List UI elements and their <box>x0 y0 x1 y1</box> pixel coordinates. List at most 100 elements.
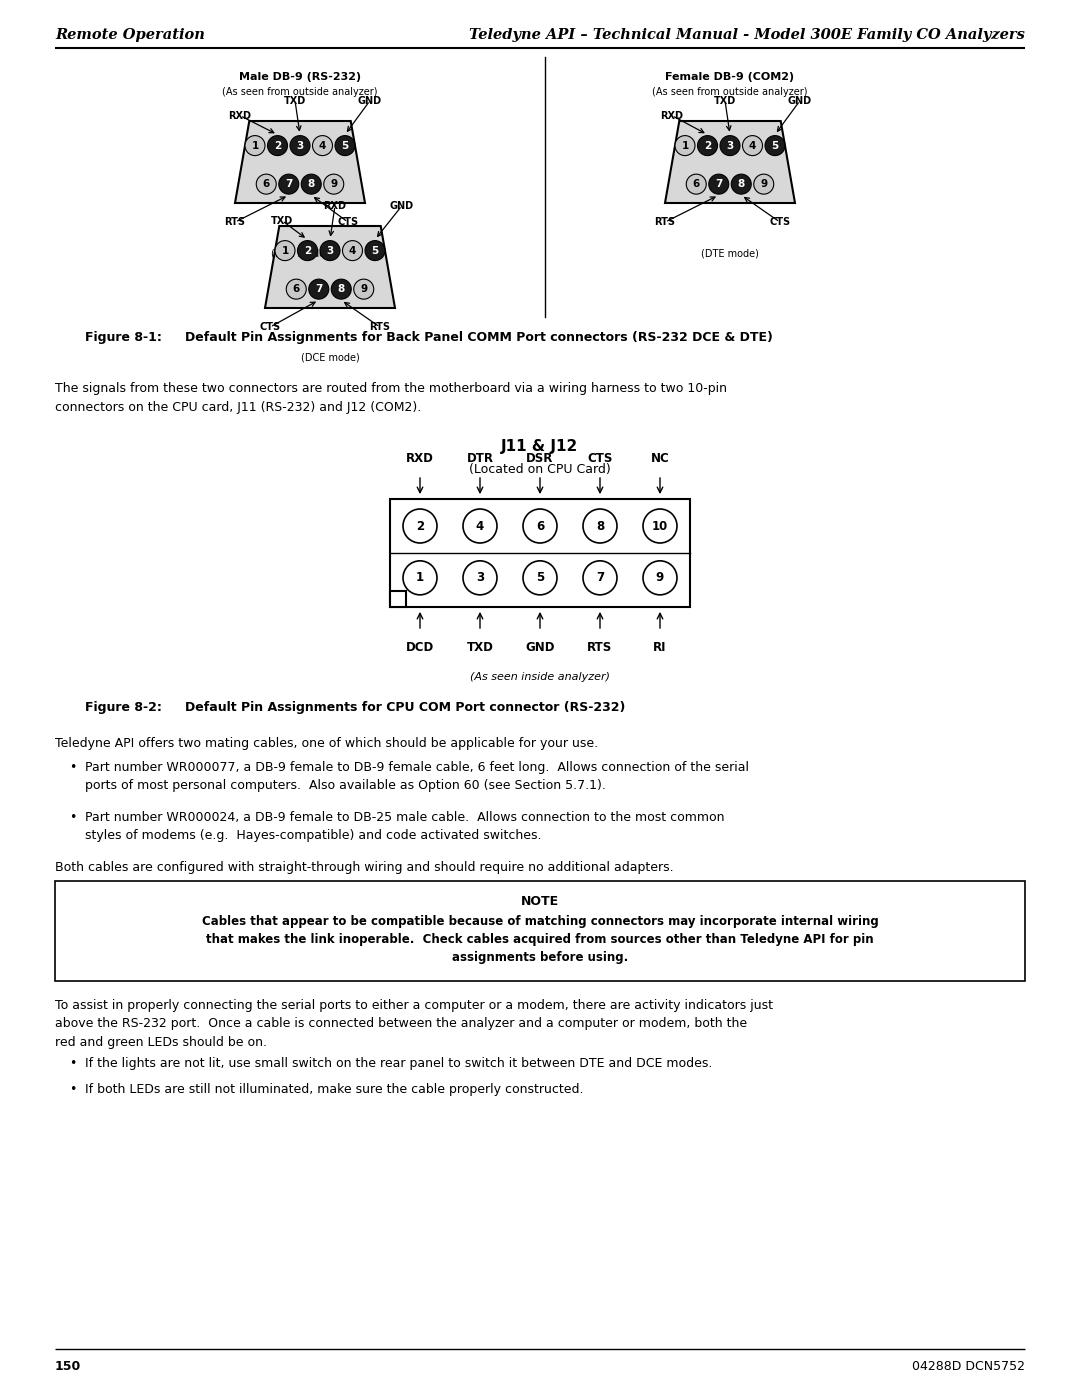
Text: 9: 9 <box>656 571 664 584</box>
Text: If the lights are not lit, use small switch on the rear panel to switch it betwe: If the lights are not lit, use small swi… <box>85 1058 713 1070</box>
Text: •: • <box>69 1058 77 1070</box>
Text: (DCE mode): (DCE mode) <box>300 353 360 363</box>
Circle shape <box>291 136 310 155</box>
Circle shape <box>675 136 696 155</box>
Circle shape <box>354 279 374 299</box>
Text: Part number WR000024, a DB-9 female to DB-25 male cable.  Allows connection to t: Part number WR000024, a DB-9 female to D… <box>85 812 725 842</box>
Circle shape <box>720 136 740 155</box>
Text: TXD: TXD <box>714 95 737 106</box>
Text: DTR: DTR <box>467 453 494 465</box>
Circle shape <box>245 136 265 155</box>
Text: 3: 3 <box>326 246 334 256</box>
Text: •: • <box>69 812 77 824</box>
Circle shape <box>403 509 437 543</box>
Text: Default Pin Assignments for CPU COM Port connector (RS-232): Default Pin Assignments for CPU COM Port… <box>185 700 625 714</box>
Circle shape <box>523 560 557 595</box>
Circle shape <box>686 175 706 194</box>
Text: GND: GND <box>390 201 414 211</box>
Polygon shape <box>265 226 395 307</box>
Polygon shape <box>665 122 795 203</box>
Circle shape <box>332 279 351 299</box>
Text: 5: 5 <box>536 571 544 584</box>
Text: Remote Operation: Remote Operation <box>55 28 205 42</box>
Text: RTS: RTS <box>588 641 612 654</box>
Text: RTS: RTS <box>654 217 675 228</box>
Text: 3: 3 <box>476 571 484 584</box>
Bar <box>390 499 690 608</box>
Text: 6: 6 <box>536 520 544 532</box>
Circle shape <box>275 240 295 261</box>
Text: 6: 6 <box>293 284 300 295</box>
Text: 9: 9 <box>361 284 367 295</box>
Text: TXD: TXD <box>284 95 306 106</box>
Text: 5: 5 <box>372 246 379 256</box>
Text: •: • <box>69 1083 77 1097</box>
Text: 1: 1 <box>252 141 258 151</box>
Text: 3: 3 <box>727 141 733 151</box>
Circle shape <box>643 509 677 543</box>
Circle shape <box>320 240 340 261</box>
Text: 8: 8 <box>596 520 604 532</box>
Text: RXD: RXD <box>661 110 684 120</box>
Bar <box>390 591 406 608</box>
Text: 4: 4 <box>319 141 326 151</box>
Text: 4: 4 <box>748 141 756 151</box>
Text: GND: GND <box>357 95 382 106</box>
Text: 7: 7 <box>315 284 323 295</box>
Text: 10: 10 <box>652 520 669 532</box>
Text: 8: 8 <box>738 179 745 189</box>
Text: 4: 4 <box>349 246 356 256</box>
Text: Male DB-9 (RS-232): Male DB-9 (RS-232) <box>239 73 361 82</box>
Text: Figure 8-2:: Figure 8-2: <box>85 700 162 714</box>
Text: CTS: CTS <box>769 217 791 228</box>
Text: Figure 8-1:: Figure 8-1: <box>85 331 162 344</box>
Text: 1: 1 <box>681 141 689 151</box>
Text: 5: 5 <box>771 141 779 151</box>
Circle shape <box>324 175 343 194</box>
Circle shape <box>583 509 617 543</box>
Circle shape <box>698 136 717 155</box>
Polygon shape <box>235 122 365 203</box>
Text: (DTE mode): (DTE mode) <box>271 249 329 258</box>
Text: Female DB-9 (COM2): Female DB-9 (COM2) <box>665 73 795 82</box>
Text: •: • <box>69 761 77 774</box>
Circle shape <box>463 509 497 543</box>
Text: CTS: CTS <box>588 453 612 465</box>
Text: 2: 2 <box>416 520 424 532</box>
Text: 6: 6 <box>262 179 270 189</box>
Circle shape <box>365 240 384 261</box>
Text: 1: 1 <box>282 246 288 256</box>
Bar <box>55 882 1025 981</box>
Text: To assist in properly connecting the serial ports to either a computer or a mode: To assist in properly connecting the ser… <box>55 999 773 1049</box>
Text: (As seen from outside analyzer): (As seen from outside analyzer) <box>652 87 808 96</box>
Circle shape <box>312 136 333 155</box>
Circle shape <box>286 279 307 299</box>
Circle shape <box>342 240 363 261</box>
Circle shape <box>765 136 785 155</box>
Text: (As seen inside analyzer): (As seen inside analyzer) <box>470 672 610 682</box>
Text: 9: 9 <box>330 179 337 189</box>
Text: DSR: DSR <box>526 453 554 465</box>
Text: RXD: RXD <box>324 201 347 211</box>
Text: 1: 1 <box>416 571 424 584</box>
Text: Part number WR000077, a DB-9 female to DB-9 female cable, 6 feet long.  Allows c: Part number WR000077, a DB-9 female to D… <box>85 761 750 792</box>
Circle shape <box>297 240 318 261</box>
Text: CTS: CTS <box>337 217 359 228</box>
Text: 8: 8 <box>338 284 345 295</box>
Circle shape <box>743 136 762 155</box>
Text: Teledyne API – Technical Manual - Model 300E Family CO Analyzers: Teledyne API – Technical Manual - Model … <box>469 28 1025 42</box>
Text: 3: 3 <box>296 141 303 151</box>
Text: CTS: CTS <box>259 323 281 332</box>
Text: TXD: TXD <box>271 215 293 225</box>
Circle shape <box>268 136 287 155</box>
Text: Teledyne API offers two mating cables, one of which should be applicable for you: Teledyne API offers two mating cables, o… <box>55 738 598 750</box>
Text: NC: NC <box>650 453 670 465</box>
Text: 8: 8 <box>308 179 315 189</box>
Text: RTS: RTS <box>369 323 391 332</box>
Circle shape <box>643 560 677 595</box>
Text: Both cables are configured with straight-through wiring and should require no ad: Both cables are configured with straight… <box>55 861 674 875</box>
Circle shape <box>335 136 355 155</box>
Circle shape <box>309 279 328 299</box>
Circle shape <box>403 560 437 595</box>
Text: 9: 9 <box>760 179 767 189</box>
